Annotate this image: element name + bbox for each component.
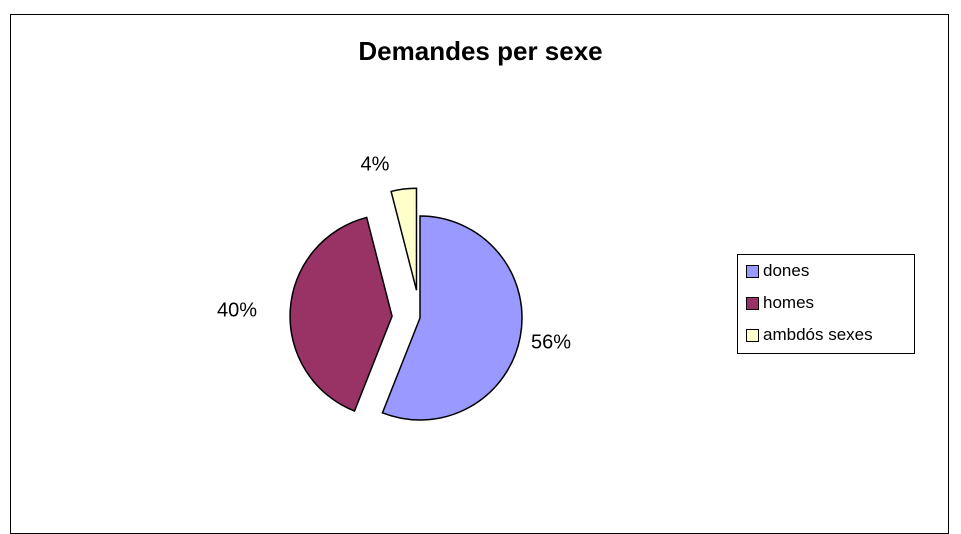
legend-item-homes: homes <box>746 293 814 313</box>
legend-swatch-dones <box>746 264 759 278</box>
chart-legend: dones homes ambdós sexes <box>737 254 915 354</box>
legend-item-dones: dones <box>746 261 809 281</box>
legend-item-ambdos-sexes: ambdós sexes <box>746 325 873 345</box>
pie-slice-homes <box>289 216 393 413</box>
slice-label-homes: 40% <box>217 299 257 321</box>
slice-label-ambdós-sexes: 4% <box>361 153 390 175</box>
legend-label-homes: homes <box>763 293 815 312</box>
chart-title: Demandes per sexe <box>358 36 603 66</box>
legend-swatch-ambdos-sexes <box>746 328 759 342</box>
slice-label-dones: 56% <box>531 331 571 353</box>
pie-slice-dones <box>381 215 523 421</box>
legend-swatch-homes <box>746 296 759 310</box>
legend-label-ambdos-sexes: ambdós sexes <box>763 325 873 344</box>
pie-slice-ambdós-sexes <box>390 187 418 291</box>
legend-label-dones: dones <box>763 261 810 280</box>
